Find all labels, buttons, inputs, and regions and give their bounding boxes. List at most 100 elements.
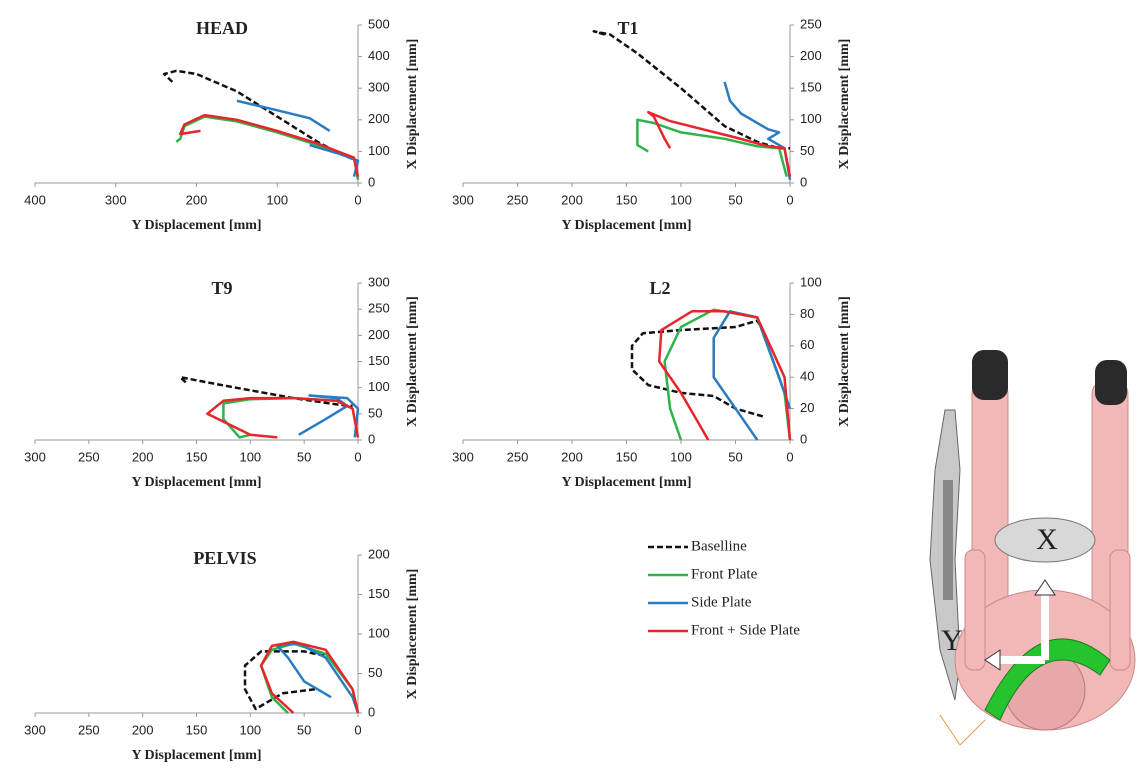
y-axis-label: X Displacement [mm] — [405, 569, 420, 700]
y-tick-label: 0 — [800, 431, 807, 446]
data-line — [630, 319, 764, 418]
y-tick-label: 100 — [368, 625, 390, 640]
y-tick-label: 80 — [800, 306, 814, 321]
y-tick-label: 0 — [800, 174, 807, 189]
y-tick-label: 50 — [368, 665, 382, 680]
y-tick-label: 50 — [800, 143, 814, 158]
y-tick-label: 200 — [800, 48, 822, 63]
data-line — [592, 30, 790, 150]
y-axis-label: X Displacement [mm] — [837, 39, 852, 170]
y-tick-label: 200 — [368, 327, 390, 342]
y-tick-label: 0 — [368, 431, 375, 446]
x-tick-label: 0 — [786, 192, 793, 207]
x-axis-label: Y Displacement [mm] — [561, 218, 691, 233]
x-tick-label: 300 — [452, 449, 474, 464]
chart-title: HEAD — [196, 18, 248, 38]
x-tick-label: 50 — [728, 449, 742, 464]
y-tick-label: 300 — [368, 80, 390, 95]
x-tick-label: 200 — [132, 449, 154, 464]
y-tick-label: 100 — [800, 111, 822, 126]
data-line — [179, 375, 353, 408]
x-axis-label: Y Displacement [mm] — [131, 475, 261, 490]
y-tick-label: 500 — [368, 16, 390, 31]
data-line — [206, 396, 360, 439]
y-tick-label: 300 — [368, 274, 390, 289]
axis-letter: X — [1036, 523, 1058, 556]
y-tick-label: 20 — [800, 400, 814, 415]
x-tick-label: 200 — [132, 722, 154, 737]
chart-title: L2 — [649, 278, 670, 298]
x-tick-label: 300 — [24, 449, 46, 464]
x-tick-label: 300 — [452, 192, 474, 207]
y-tick-label: 150 — [368, 586, 390, 601]
legend-label: Baselline — [691, 538, 747, 554]
x-tick-label: 200 — [186, 192, 208, 207]
y-axis-label: X Displacement [mm] — [837, 296, 852, 427]
x-tick-label: 100 — [670, 192, 692, 207]
y-tick-label: 150 — [800, 80, 822, 95]
legend-label: Side Plate — [691, 594, 752, 610]
x-axis-label: Y Displacement [mm] — [561, 475, 691, 490]
y-tick-label: 100 — [800, 274, 822, 289]
y-tick-label: 150 — [368, 353, 390, 368]
data-line — [179, 113, 360, 177]
y-axis-label: X Displacement [mm] — [405, 296, 420, 427]
x-tick-label: 200 — [561, 192, 583, 207]
y-tick-label: 100 — [368, 143, 390, 158]
x-tick-label: 250 — [507, 449, 529, 464]
data-line — [657, 310, 792, 441]
y-tick-label: 250 — [800, 16, 822, 31]
x-tick-label: 0 — [786, 449, 793, 464]
data-line — [647, 110, 792, 177]
x-tick-label: 250 — [78, 449, 100, 464]
legend-label: Front Plate — [691, 566, 758, 582]
x-tick-label: 50 — [297, 449, 311, 464]
x-tick-label: 0 — [354, 722, 361, 737]
data-line — [276, 642, 360, 714]
x-tick-label: 50 — [297, 722, 311, 737]
x-tick-label: 150 — [186, 722, 208, 737]
chart-title: T9 — [211, 278, 232, 298]
x-axis-label: Y Displacement [mm] — [131, 748, 261, 763]
x-tick-label: 150 — [186, 449, 208, 464]
x-axis-label: Y Displacement [mm] — [131, 218, 261, 233]
y-tick-label: 40 — [800, 369, 814, 384]
chart-title: PELVIS — [193, 548, 256, 568]
x-tick-label: 250 — [78, 722, 100, 737]
x-tick-label: 300 — [105, 192, 127, 207]
x-tick-label: 50 — [728, 192, 742, 207]
y-tick-label: 50 — [368, 405, 382, 420]
y-tick-label: 250 — [368, 301, 390, 316]
x-tick-label: 100 — [670, 449, 692, 464]
x-tick-label: 400 — [24, 192, 46, 207]
x-tick-label: 250 — [507, 192, 529, 207]
data-line — [259, 642, 360, 714]
legend-label: Front + Side Plate — [691, 622, 800, 638]
dummy-illustration: X Y — [915, 340, 1143, 770]
axis-letter: Y — [941, 624, 963, 657]
y-tick-label: 100 — [368, 379, 390, 394]
y-tick-label: 200 — [368, 111, 390, 126]
x-tick-label: 300 — [24, 722, 46, 737]
data-line — [712, 310, 792, 441]
x-tick-label: 100 — [239, 722, 261, 737]
x-tick-label: 0 — [354, 192, 361, 207]
x-tick-label: 150 — [616, 192, 638, 207]
y-tick-label: 400 — [368, 48, 390, 63]
y-tick-label: 0 — [368, 704, 375, 719]
y-axis-label: X Displacement [mm] — [405, 39, 420, 170]
y-tick-label: 0 — [368, 174, 375, 189]
x-tick-label: 0 — [354, 449, 361, 464]
x-tick-label: 200 — [561, 449, 583, 464]
y-tick-label: 200 — [368, 546, 390, 561]
y-tick-label: 60 — [800, 337, 814, 352]
data-line — [298, 394, 360, 438]
data-line — [663, 308, 792, 441]
chart-title: T1 — [617, 18, 638, 38]
data-line — [259, 640, 360, 714]
x-tick-label: 100 — [239, 449, 261, 464]
x-tick-label: 100 — [266, 192, 288, 207]
data-line — [243, 650, 326, 711]
x-tick-label: 150 — [616, 449, 638, 464]
